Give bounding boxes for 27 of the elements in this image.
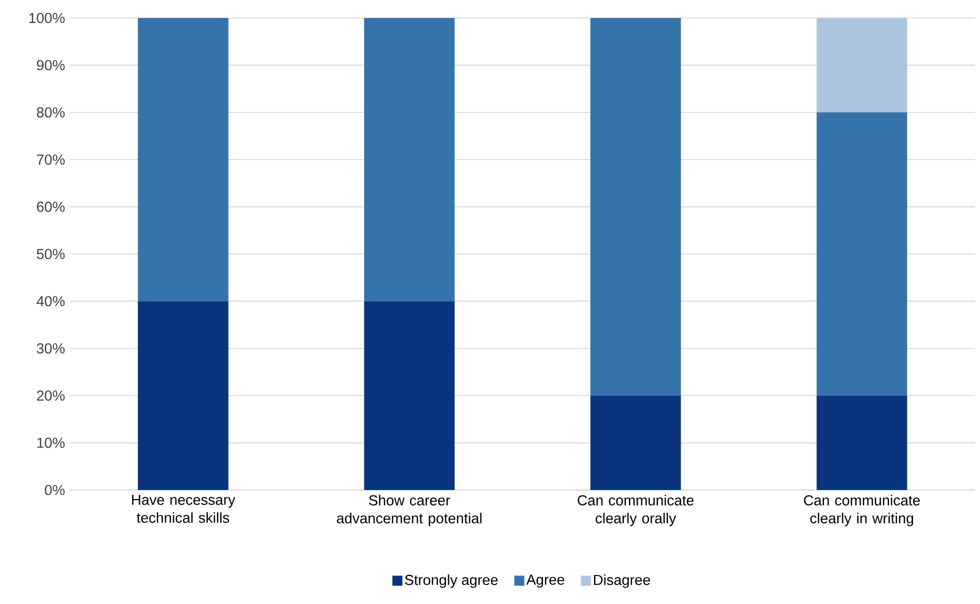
y-tick-label: 10% [37,438,65,448]
y-tick-label: 100% [29,12,65,24]
y-tick-label: 40% [36,296,65,306]
x-tick-label: Can communicate clearly in writing [804,494,920,526]
x-tick-label: Have necessary technical skills [132,494,236,523]
bar [364,301,455,490]
y-tick-label: 90% [36,60,65,70]
y-tick-label: 0% [44,484,65,496]
bar [138,301,228,490]
y-tick-label: 80% [36,107,65,118]
y-tick-label: 70% [36,154,65,165]
bar [816,112,908,396]
y-tick-label: 50% [36,248,65,260]
y-tick-label: 60% [36,202,65,212]
bar [138,18,228,302]
y-tick-label: 20% [36,390,65,401]
bar [364,18,455,302]
x-tick-label: Can communicate clearly orally [578,494,694,526]
bar [590,396,681,490]
legend-label: Strongly agree [405,574,498,588]
bar [816,18,908,112]
x-tick-label: Show career advancement potential [336,494,482,526]
y-tick-label: 30% [36,343,65,354]
legend-label: Disagree [594,574,650,588]
bar [590,18,681,396]
legend-label: Agree [526,574,564,588]
bar [816,396,908,490]
